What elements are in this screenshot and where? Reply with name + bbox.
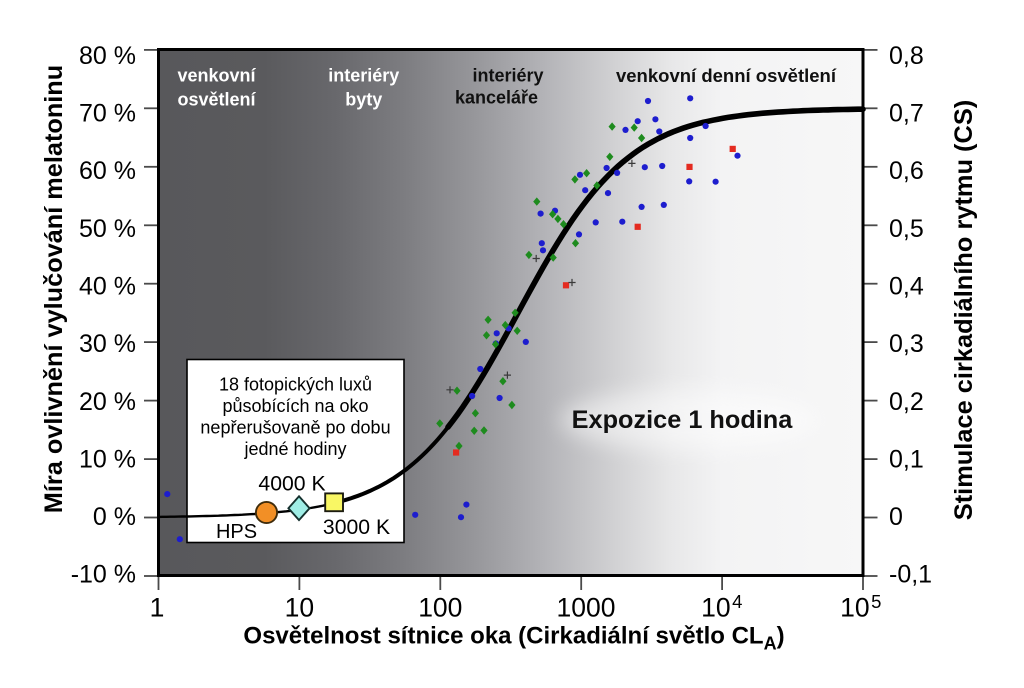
svg-text:0: 0 — [889, 503, 903, 531]
svg-text:Stimulace cirkadiálního rytmu: Stimulace cirkadiálního rytmu (CS) — [950, 100, 978, 520]
svg-text:interiéry: interiéry — [328, 66, 399, 86]
svg-text:kanceláře: kanceláře — [455, 88, 538, 108]
svg-text:60 %: 60 % — [79, 157, 136, 185]
svg-text:80 %: 80 % — [79, 42, 136, 70]
svg-text:byty: byty — [345, 90, 382, 110]
svg-text:40 %: 40 % — [79, 272, 136, 300]
svg-text:0,6: 0,6 — [889, 157, 924, 185]
svg-text:0,2: 0,2 — [889, 388, 924, 416]
svg-text:104: 104 — [701, 591, 742, 623]
svg-text:Osvětelnost sítnice oka (Cirka: Osvětelnost sítnice oka (Cirkadiální svě… — [243, 623, 784, 654]
svg-text:4000 K: 4000 K — [258, 473, 325, 496]
svg-text:100: 100 — [418, 593, 462, 623]
svg-text:10: 10 — [285, 593, 314, 623]
svg-text:-10 %: -10 % — [71, 561, 136, 589]
svg-text:105: 105 — [840, 591, 881, 623]
svg-text:1: 1 — [150, 593, 165, 623]
svg-text:HPS: HPS — [216, 521, 257, 543]
svg-text:0,8: 0,8 — [889, 42, 924, 70]
svg-text:50 %: 50 % — [79, 215, 136, 243]
svg-text:0,7: 0,7 — [889, 100, 924, 128]
svg-text:venkovní: venkovní — [177, 66, 256, 86]
svg-text:18 fotopických luxů: 18 fotopických luxů — [219, 375, 372, 395]
svg-text:nepřerušovaně po dobu: nepřerušovaně po dobu — [200, 418, 390, 438]
svg-text:1000: 1000 — [557, 593, 616, 623]
svg-text:Míra ovlivnění vylučování mela: Míra ovlivnění vylučování melatoninu — [40, 65, 68, 513]
svg-text:0,5: 0,5 — [889, 215, 924, 243]
svg-text:interiéry: interiéry — [472, 66, 543, 86]
svg-text:0,4: 0,4 — [889, 272, 924, 300]
svg-text:-0,1: -0,1 — [889, 561, 932, 589]
svg-text:Expozice 1 hodina: Expozice 1 hodina — [572, 406, 794, 434]
svg-text:osvětlení: osvětlení — [177, 90, 256, 110]
svg-text:3000 K: 3000 K — [323, 516, 390, 539]
svg-text:70 %: 70 % — [79, 100, 136, 128]
svg-text:0,1: 0,1 — [889, 445, 924, 473]
svg-text:30 %: 30 % — [79, 330, 136, 358]
svg-text:10 %: 10 % — [79, 445, 136, 473]
svg-text:0 %: 0 % — [93, 503, 136, 531]
svg-text:0,3: 0,3 — [889, 330, 924, 358]
svg-text:venkovní denní osvětlení: venkovní denní osvětlení — [616, 65, 837, 86]
svg-text:jedné hodiny: jedné hodiny — [243, 439, 346, 459]
svg-text:působících na oko: působících na oko — [222, 396, 368, 416]
svg-text:20 %: 20 % — [79, 388, 136, 416]
